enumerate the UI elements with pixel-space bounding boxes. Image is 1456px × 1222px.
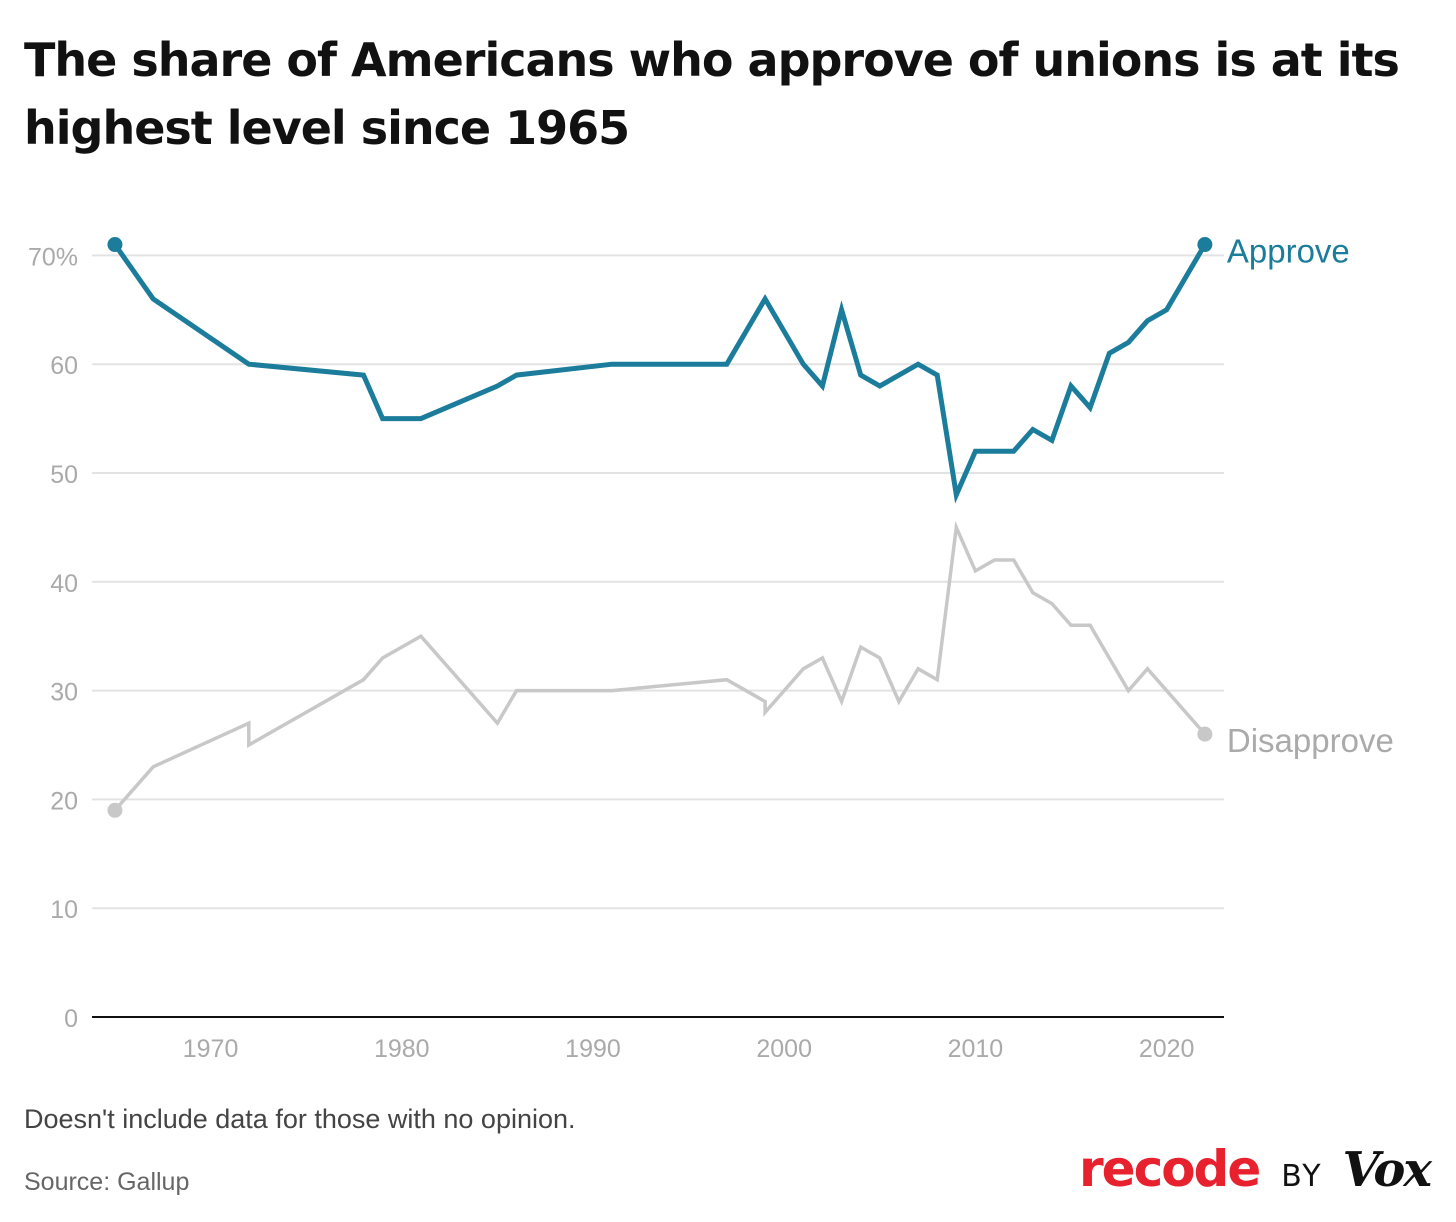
chart-title: The share of Americans who approve of un…: [24, 33, 1400, 155]
chart-note: Doesn't include data for those with no o…: [24, 1104, 576, 1134]
chart-source: Source: Gallup: [24, 1168, 190, 1196]
grid-lines: [92, 254, 1224, 910]
x-tick-label: 2020: [1139, 1035, 1195, 1063]
disapprove-line: [113, 520, 1207, 812]
y-tick-label: 60: [50, 352, 78, 380]
series-labels: Disapprove Approve: [1227, 233, 1394, 760]
y-tick-label: 70%: [28, 243, 78, 271]
approve-start-point: [107, 237, 123, 253]
y-tick-label: 40: [50, 570, 78, 598]
approve-end-point: [1197, 237, 1213, 253]
recode-logo: recode: [1079, 1140, 1261, 1198]
y-axis-ticks: 0 10 20 30 40 50 60 70%: [28, 243, 78, 1033]
x-tick-label: 2000: [756, 1035, 812, 1063]
brand-by-text: BY: [1281, 1159, 1323, 1194]
approve-line: [112, 243, 1208, 504]
y-tick-label: 20: [50, 787, 78, 815]
y-tick-label: 10: [50, 896, 78, 924]
vox-logo: Vox: [1342, 1142, 1432, 1198]
x-tick-label: 1990: [565, 1035, 621, 1063]
y-tick-label: 0: [64, 1005, 78, 1033]
disapprove-start-point: [107, 802, 123, 818]
x-tick-label: 1980: [374, 1035, 430, 1063]
line-chart: 0 10 20 30 40 50 60 70% 1970 1980 1990 2000 2010 202…: [28, 233, 1394, 1063]
series: [107, 237, 1213, 818]
y-tick-label: 30: [50, 679, 78, 707]
disapprove-series-label: Disapprove: [1227, 722, 1394, 759]
x-axis-ticks: 1970 1980 1990 2000 2010 2020: [183, 1035, 1195, 1063]
x-tick-label: 1970: [183, 1035, 239, 1063]
disapprove-end-point: [1197, 726, 1213, 742]
x-tick-label: 2010: [948, 1035, 1004, 1063]
approve-series-label: Approve: [1227, 233, 1350, 270]
publisher-logo: recode BY Vox: [1079, 1140, 1432, 1198]
y-tick-label: 50: [50, 461, 78, 489]
